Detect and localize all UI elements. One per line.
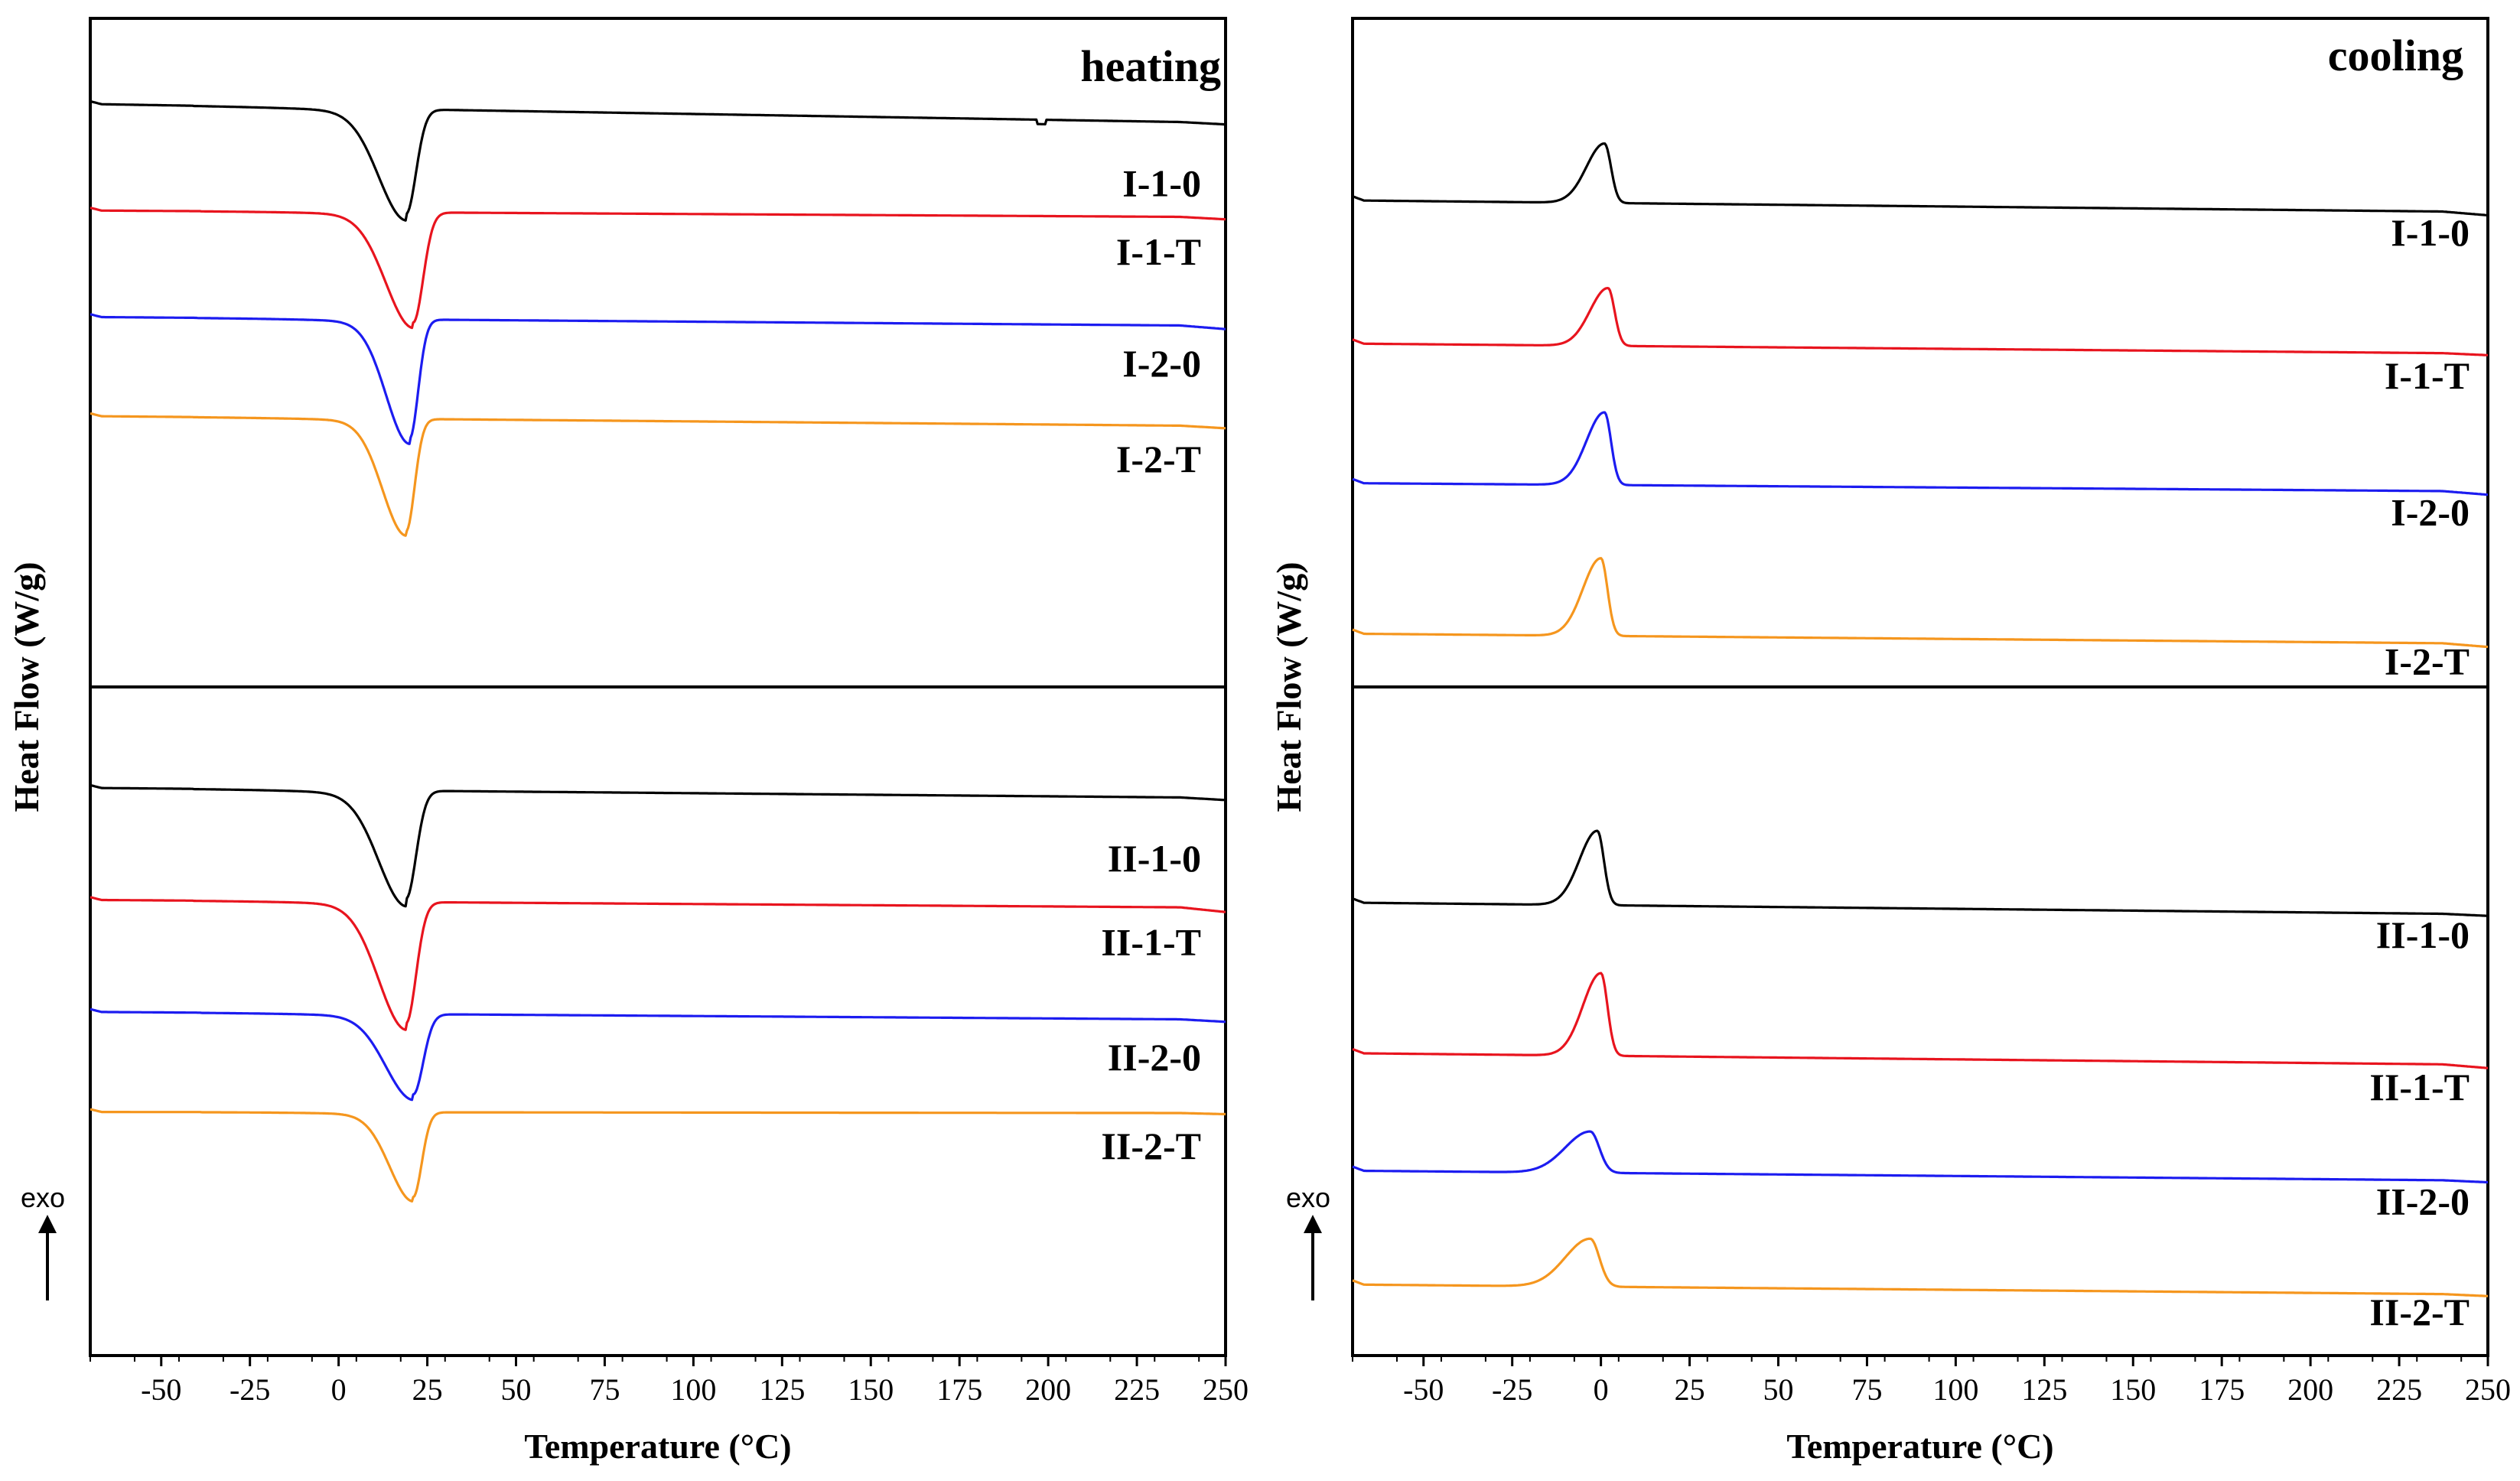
trace-I-1-0: [1352, 142, 2489, 216]
trace-label-II-2-0: II-2-0: [1108, 1036, 1201, 1079]
cooling-y-axis-title: Heat Flow (W/g): [1269, 561, 1308, 812]
trace-label-I-2-T: I-2-T: [1116, 438, 1201, 480]
cooling-x-axis: -50 -25 0 25 50 75 100 125 150 175 200 225 250: [1352, 1356, 2511, 1407]
trace-I-2-0: [1352, 411, 2489, 496]
cooling-title: cooling: [2328, 31, 2463, 80]
x-tick-label: 200: [1025, 1372, 1071, 1407]
trace-II-2-T: [1352, 1237, 2489, 1297]
trace-I-2-T: [90, 412, 1226, 537]
cooling-exo-arrow-icon: [1304, 1215, 1322, 1300]
x-tick-label: 125: [2021, 1372, 2067, 1407]
trace-label-II-1-0: II-1-0: [2376, 913, 2470, 956]
x-tick-label: 25: [412, 1372, 443, 1407]
x-tick-label: 75: [589, 1372, 620, 1407]
trace-I-1-0: [90, 99, 1226, 222]
x-tick-label: -50: [1403, 1372, 1444, 1407]
trace-label-I-2-T: I-2-T: [2385, 640, 2470, 682]
x-tick-label: 225: [1114, 1372, 1160, 1407]
trace-II-2-0: [1352, 1130, 2489, 1184]
x-tick-label: 225: [2376, 1372, 2422, 1407]
x-tick-label: -25: [230, 1372, 270, 1407]
heating-traces: [90, 99, 1226, 1203]
x-tick-label: 150: [2110, 1372, 2156, 1407]
trace-label-I-1-0: I-1-0: [2391, 211, 2470, 254]
trace-label-II-1-0: II-1-0: [1108, 837, 1201, 880]
trace-II-1-T: [90, 896, 1226, 1031]
trace-I-1-T: [1352, 287, 2489, 356]
trace-label-II-2-0: II-2-0: [2376, 1180, 2470, 1222]
cooling-exo-label: exo: [1286, 1182, 1330, 1213]
x-tick-label: 125: [759, 1372, 805, 1407]
heating-exo-arrow-icon: [38, 1215, 57, 1300]
trace-II-1-0: [90, 783, 1226, 908]
x-tick-label: 250: [1203, 1372, 1249, 1407]
x-tick-label: 175: [2199, 1372, 2245, 1407]
x-tick-label: 50: [1763, 1372, 1794, 1407]
trace-label-I-2-0: I-2-0: [1122, 342, 1201, 385]
cooling-x-axis-title: Temperature (°C): [1786, 1427, 2053, 1466]
trace-label-I-1-0: I-1-0: [1122, 162, 1201, 205]
trace-II-1-0: [1352, 829, 2489, 917]
x-tick-label: 0: [331, 1372, 347, 1407]
x-tick-label: 25: [1675, 1372, 1705, 1407]
trace-II-1-T: [1352, 972, 2489, 1069]
x-tick-label: 200: [2287, 1372, 2333, 1407]
x-tick-label: 100: [1932, 1372, 1978, 1407]
heating-title: heating: [1080, 41, 1221, 91]
trace-label-I-1-T: I-1-T: [2385, 354, 2470, 397]
trace-label-II-1-T: II-1-T: [1101, 921, 1201, 964]
trace-II-2-0: [90, 1007, 1226, 1102]
trace-label-I-2-0: I-2-0: [2391, 490, 2470, 533]
trace-label-I-1-T: I-1-T: [1116, 230, 1201, 273]
x-tick-label: -50: [141, 1372, 181, 1407]
trace-label-II-2-T: II-2-T: [1101, 1125, 1201, 1167]
x-tick-label: 50: [501, 1372, 532, 1407]
trace-I-2-T: [1352, 557, 2489, 649]
trace-label-II-2-T: II-2-T: [2369, 1291, 2470, 1333]
cooling-panel: I-1-0 I-1-T I-2-0 I-2-T II-1-0 II-1-T II-2-0 II…: [1269, 17, 2511, 1466]
trace-I-2-0: [90, 313, 1226, 445]
heating-trace-labels: I-1-0 I-1-T I-2-0 I-2-T II-1-0 II-1-T II-2-0 II…: [1101, 162, 1201, 1168]
trace-label-II-1-T: II-1-T: [2369, 1066, 2470, 1108]
x-tick-label: 75: [1851, 1372, 1882, 1407]
x-tick-label: -25: [1492, 1372, 1532, 1407]
x-tick-label: 0: [1594, 1372, 1609, 1407]
heating-panel: I-1-0 I-1-T I-2-0 I-2-T II-1-0 II-1-T II-2-0 II…: [7, 17, 1249, 1466]
heating-x-axis-title: Temperature (°C): [524, 1427, 791, 1466]
heating-x-axis: -50 -25 0 25 50 75 100 125 150 175 200 225 250: [90, 1356, 1249, 1407]
x-tick-label: 250: [2465, 1372, 2511, 1407]
cooling-traces: [1352, 142, 2489, 1297]
x-tick-label: 100: [670, 1372, 716, 1407]
cooling-trace-labels: I-1-0 I-1-T I-2-0 I-2-T II-1-0 II-1-T II-2-0 II…: [2369, 211, 2470, 1333]
heating-exo-label: exo: [21, 1182, 65, 1213]
heating-y-axis-title: Heat Flow (W/g): [7, 561, 46, 812]
trace-II-2-T: [90, 1108, 1226, 1203]
x-tick-label: 150: [848, 1372, 894, 1407]
x-tick-label: 175: [936, 1372, 982, 1407]
trace-I-1-T: [90, 207, 1226, 330]
